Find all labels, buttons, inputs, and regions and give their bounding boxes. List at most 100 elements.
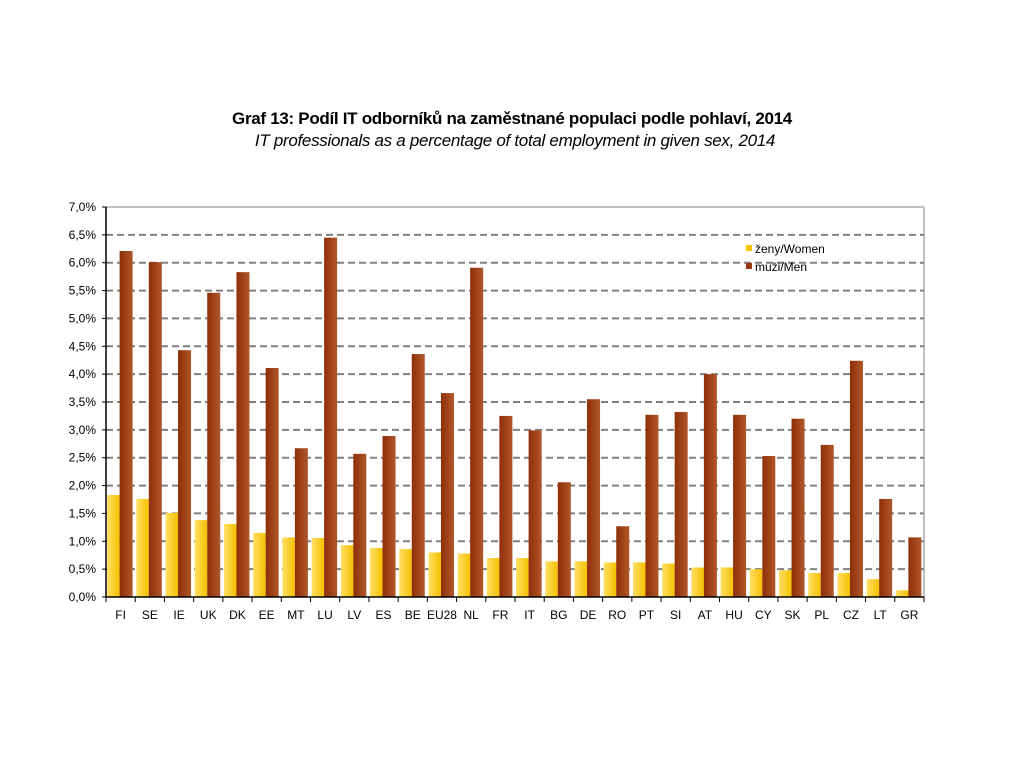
bar-women — [837, 573, 850, 597]
bar-women — [808, 573, 821, 597]
bar-women — [165, 512, 179, 597]
x-tick-label: GR — [900, 608, 918, 622]
x-tick-label: HU — [725, 608, 742, 622]
bar-men — [908, 537, 922, 597]
x-tick-label: FR — [492, 608, 508, 622]
bar-men — [499, 415, 513, 597]
bar-men — [119, 251, 133, 597]
bar-women — [340, 545, 354, 597]
x-tick-label: LT — [874, 608, 888, 622]
bar-women — [749, 569, 763, 597]
x-tick-label: SI — [670, 608, 681, 622]
x-tick-label: EE — [259, 608, 275, 622]
bar-men — [528, 430, 542, 597]
bar-men — [411, 354, 425, 597]
x-tick-label: IE — [173, 608, 184, 622]
x-tick-label: PL — [814, 608, 829, 622]
bar-women — [486, 558, 500, 597]
bar-men — [382, 435, 396, 597]
bar-women — [428, 552, 441, 597]
y-tick-label: 0,5% — [69, 562, 97, 576]
x-tick-label: CZ — [843, 608, 859, 622]
bar-men — [849, 360, 863, 597]
bar-women — [370, 547, 383, 597]
bar-women — [194, 520, 208, 597]
y-tick-label: 4,5% — [69, 339, 97, 353]
bar-men — [820, 444, 834, 597]
bar-men — [178, 350, 192, 597]
y-tick-label: 1,0% — [69, 534, 97, 548]
legend-swatch-women — [746, 245, 752, 251]
x-tick-label: ES — [376, 608, 392, 622]
chart-subtitle: IT professionals as a percentage of tota… — [254, 131, 776, 150]
bar-men — [294, 448, 308, 597]
y-tick-label: 6,5% — [69, 228, 97, 242]
y-tick-label: 5,5% — [69, 284, 97, 298]
bar-women — [691, 567, 704, 597]
x-tick-label: SK — [785, 608, 801, 622]
x-tick-label: FI — [115, 608, 126, 622]
x-tick-label: PT — [639, 608, 655, 622]
x-tick-label: LU — [317, 608, 332, 622]
x-tick-label: EU28 — [427, 608, 457, 622]
x-tick-label: DE — [580, 608, 597, 622]
x-tick-label: NL — [464, 608, 480, 622]
bar-men — [265, 368, 279, 597]
x-tick-label: AT — [698, 608, 713, 622]
y-tick-label: 1,5% — [69, 506, 97, 520]
bar-men — [645, 414, 659, 597]
y-tick-label: 0,0% — [69, 590, 97, 604]
bar-women — [311, 537, 325, 597]
bar-women — [223, 524, 237, 597]
legend: ženy/Women muži/Men — [746, 242, 825, 274]
x-tick-label: UK — [200, 608, 217, 622]
x-tick-label: CY — [755, 608, 772, 622]
bar-women — [720, 567, 734, 597]
y-tick-label: 2,5% — [69, 451, 97, 465]
y-tick-label: 2,0% — [69, 479, 97, 493]
bar-men — [616, 526, 630, 597]
x-tick-label: IT — [524, 608, 535, 622]
bar-women — [516, 558, 529, 597]
bar-men — [236, 272, 250, 597]
bar-women — [136, 498, 149, 597]
chart-title: Graf 13: Podíl IT odborníků na zaměstnan… — [232, 109, 792, 128]
bar-men — [353, 453, 367, 597]
bar-men — [879, 498, 893, 597]
x-tick-label: DK — [229, 608, 246, 622]
y-tick-label: 6,0% — [69, 256, 97, 270]
bar-men — [324, 237, 338, 597]
bar-women — [399, 549, 412, 597]
x-tick-label: MT — [287, 608, 305, 622]
bar-men — [733, 414, 747, 597]
y-tick-label: 7,0% — [69, 200, 97, 214]
bar-women — [574, 561, 588, 597]
bar-women — [282, 537, 295, 597]
bar-men — [703, 374, 717, 597]
bar-women — [457, 553, 471, 597]
y-tick-label: 5,0% — [69, 311, 97, 325]
bar-men — [791, 418, 805, 597]
x-tick-label: RO — [608, 608, 626, 622]
bar-women — [895, 590, 909, 597]
x-tick-label: LV — [347, 608, 361, 622]
bar-men — [762, 456, 776, 597]
bar-women — [603, 562, 617, 597]
y-tick-label: 3,5% — [69, 395, 97, 409]
x-tick-label: BE — [405, 608, 421, 622]
bar-women — [866, 579, 880, 597]
bars — [107, 237, 922, 597]
bar-men — [207, 292, 221, 597]
legend-swatch-men — [746, 263, 752, 269]
axes: 0,0% 0,5% 1,0% 1,5% 2,0% 2,5% 3,0% 3,5% 4,0% 4,5%… — [69, 200, 925, 622]
legend-label-women: ženy/Women — [755, 242, 825, 256]
y-tick-label: 3,0% — [69, 423, 97, 437]
x-tick-label: BG — [550, 608, 567, 622]
legend-label-men: muži/Men — [755, 260, 807, 274]
bar-men — [557, 482, 571, 597]
bar-women — [662, 563, 675, 597]
bar-men — [148, 262, 162, 597]
bar-women — [107, 495, 120, 597]
bar-men — [470, 267, 484, 597]
